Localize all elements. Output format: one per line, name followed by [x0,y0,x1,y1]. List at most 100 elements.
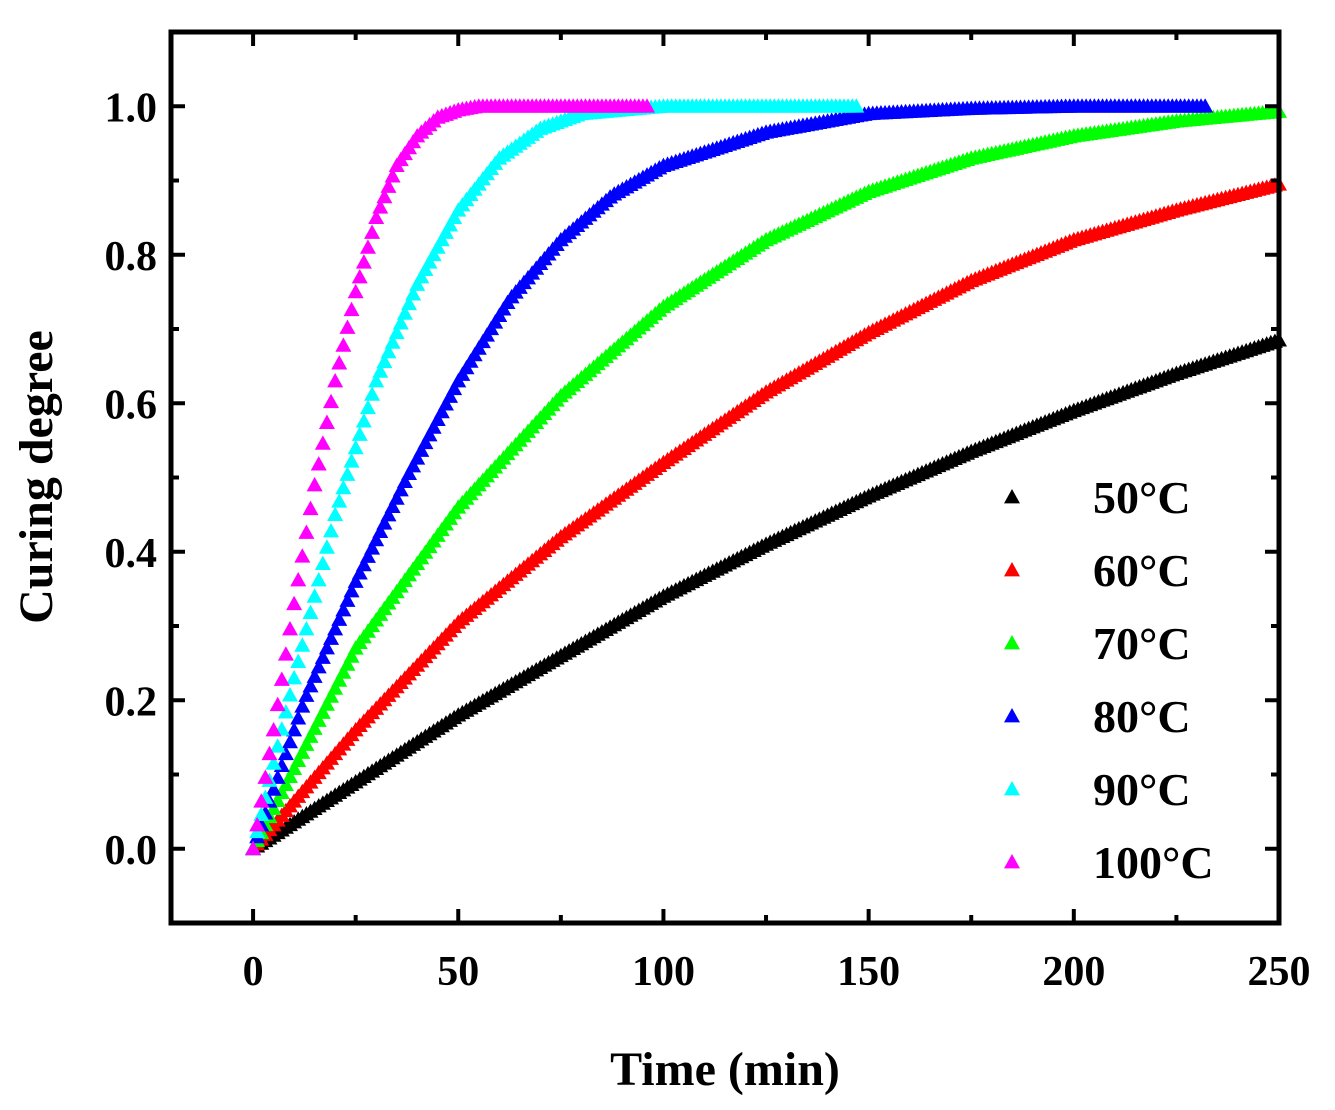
data-point [372,523,389,538]
data-point [277,776,294,791]
data-point [327,372,344,388]
data-point [429,239,446,254]
data-point [331,493,348,508]
data-point [351,565,368,580]
data-point [323,522,340,538]
data-point [384,168,401,183]
data-point [261,745,278,761]
x-tick-label: 0 [243,949,264,995]
data-point [372,199,389,214]
data-point [446,380,463,396]
data-point [442,388,459,403]
data-point [388,324,405,340]
data-point [339,592,356,607]
axis-ticks [171,32,1281,925]
data-point [372,363,389,378]
data-point [306,476,323,492]
data-point [294,637,311,652]
data-point [286,595,303,611]
data-point [273,671,290,686]
legend-marker [1004,562,1020,577]
x-axis-title: Time (min) [610,1043,840,1096]
data-point [310,571,327,587]
data-point [359,548,376,563]
data-point [265,755,282,770]
data-point [331,355,348,370]
data-point [318,539,335,554]
data-point [425,246,442,262]
data-point [376,353,393,369]
data-point [294,548,311,563]
data-point [298,524,315,539]
data-point [331,611,348,626]
data-point [376,515,393,530]
data-point [306,720,323,735]
data-point [331,672,348,687]
data-point [380,506,397,522]
data-point [339,466,356,481]
data-point [384,334,401,349]
data-point [413,269,430,284]
data-point [314,649,331,664]
data-point [437,396,454,411]
data-point [282,687,299,702]
x-tick-label: 250 [1248,949,1311,995]
data-point [392,481,409,497]
data-point [347,283,364,299]
data-point [294,744,311,759]
data-point [314,704,331,719]
data-point [318,696,335,711]
data-point [286,669,303,685]
legend-label: 70°C [1093,618,1191,669]
data-point [282,620,299,636]
data-point [277,745,294,761]
data-point [364,224,381,239]
data-point [343,648,360,663]
data-point [421,254,438,269]
x-tick-label: 150 [837,949,900,995]
data-point [343,582,360,598]
data-point [294,698,311,713]
data-point [290,653,307,669]
data-point [310,456,327,471]
data-point [380,178,397,193]
data-point [405,286,422,301]
data-point [433,231,450,247]
legend-label: 50°C [1093,472,1191,523]
data-point [368,372,385,388]
data-point [359,239,376,254]
data-point [290,710,307,725]
data-point [405,457,422,473]
series-2 [245,103,1287,856]
data-point [376,188,393,204]
data-point [335,664,352,679]
series-3 [245,98,1214,856]
data-point [359,399,376,415]
x-tick-label: 100 [632,949,695,995]
data-point [380,344,397,359]
data-point [351,426,368,441]
data-point [310,712,327,727]
data-point [848,98,865,113]
data-point [1197,98,1214,113]
data-point [282,768,299,783]
legend-marker [1004,708,1020,723]
data-point [302,604,319,620]
data-point [368,209,385,225]
data-point [355,556,372,572]
data-point [269,696,286,712]
x-tick-label: 200 [1042,949,1105,995]
data-point [302,728,319,743]
data-point [401,465,418,481]
data-point [347,573,364,588]
data-point [327,506,344,522]
series-0 [245,332,1287,856]
data-point [318,414,335,429]
data-point [290,752,307,767]
data-point [347,439,364,455]
legend-label: 100°C [1093,837,1214,888]
y-tick-label: 1.0 [105,85,158,131]
data-point [339,656,356,671]
series-5 [245,98,656,856]
